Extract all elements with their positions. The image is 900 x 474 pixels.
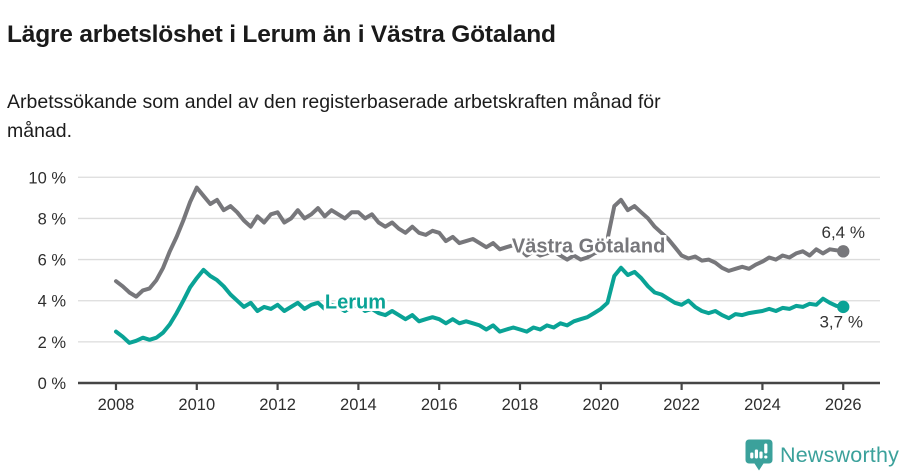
x-axis-label-2008: 2008: [98, 396, 135, 414]
x-axis-label-2010: 2010: [178, 396, 215, 414]
x-axis-label-2022: 2022: [663, 396, 700, 414]
series-line-v-stra-g-taland: [114, 185, 846, 299]
series-name-label-lerum: Lerum: [325, 292, 386, 314]
y-axis-label-2: 2 %: [38, 334, 67, 352]
unemployment-line-chart: 0 % 2 % 4 % 6 % 8 % 10 % 2008 2010 2012 2014 2016 2…: [0, 150, 900, 450]
x-axis-label-2012: 2012: [259, 396, 296, 414]
y-axis-label-10: 10 %: [28, 169, 66, 187]
y-axis-label-6: 6 %: [38, 252, 67, 270]
y-axis-label-0: 0 %: [38, 375, 67, 393]
x-axis-label-2020: 2020: [582, 396, 619, 414]
page-title: Lägre arbetslöshet i Lerum än i Västra G…: [7, 21, 556, 49]
bar-3: [759, 451, 763, 459]
series-line-lerum: [114, 265, 846, 345]
y-axis-label-4: 4 %: [38, 293, 67, 311]
bar-1: [750, 452, 754, 459]
x-axis-label-2014: 2014: [340, 396, 377, 414]
series-value-label-lerum: 3,7 %: [819, 312, 862, 331]
x-axis-label-2018: 2018: [502, 396, 539, 414]
bar-2: [754, 449, 758, 459]
series-value-label-v-stra-g-taland: 6,4 %: [821, 223, 864, 242]
x-axis-label-2026: 2026: [825, 396, 862, 414]
newsworthy-icon: [745, 439, 773, 471]
series-end-dot-lerum: [837, 300, 850, 314]
exclamation-dot: [764, 455, 768, 459]
speech-bubble-shape: [745, 439, 773, 471]
page-subtitle: Arbetssökande som andel av den registerb…: [7, 90, 661, 142]
series-name-label-v-stra-g-taland: Västra Götaland: [512, 235, 665, 257]
newsworthy-brand-text: Newsworthy: [780, 442, 900, 467]
series-end-dot-v-stra-g-taland: [837, 245, 850, 258]
exclamation-rod: [764, 443, 768, 454]
x-axis-label-2016: 2016: [421, 396, 458, 414]
newsworthy-logo-link[interactable]: Newsworthy: [745, 438, 899, 472]
y-axis-label-8: 8 %: [38, 210, 67, 228]
x-axis-label-2024: 2024: [744, 396, 781, 414]
chart-canvas: 0 % 2 % 4 % 6 % 8 % 10 % 2008 2010 2012 2014 2016 2…: [28, 169, 880, 414]
